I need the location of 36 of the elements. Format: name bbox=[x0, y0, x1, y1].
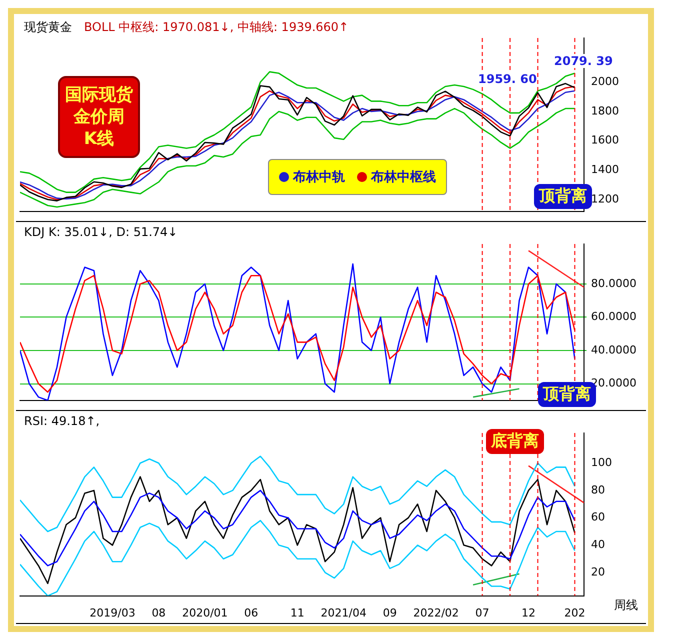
annotation: 顶背离 bbox=[534, 184, 592, 209]
y-tick-label: 20 bbox=[591, 565, 605, 578]
chart-subtitle: BOLL 中枢线: 1970.081↓, 中轴线: 1939.660↑ bbox=[84, 20, 349, 34]
y-tick-label: 100 bbox=[591, 456, 612, 469]
x-tick-label: 08 bbox=[152, 606, 166, 620]
x-tick-label: 06 bbox=[244, 606, 258, 620]
x-tick-label: 2021/04 bbox=[320, 606, 366, 620]
annotation: 2079. 39 bbox=[554, 54, 613, 68]
y-tick-label: 40.0000 bbox=[591, 343, 636, 356]
x-tick-label: 09 bbox=[382, 606, 397, 620]
x-tick-label: 202 bbox=[564, 606, 586, 620]
y-tick-label: 40 bbox=[591, 538, 605, 552]
y-tick-label: 1400 bbox=[591, 163, 619, 176]
chart-title: KDJ K: 35.01↓, D: 51.74↓ bbox=[24, 225, 178, 239]
legend-label: 布林中轨 bbox=[293, 169, 345, 186]
annotation: 底背离 bbox=[486, 429, 544, 454]
chart-title: RSI: 49.18↑, bbox=[24, 414, 100, 428]
y-tick-label: 1600 bbox=[591, 134, 619, 147]
y-tick-label: 60 bbox=[591, 510, 605, 524]
annotation: 国际现货金价周 K线 bbox=[58, 76, 140, 158]
y-tick-label: 60.0000 bbox=[591, 310, 636, 324]
legend-label: 布林中枢线 bbox=[371, 169, 436, 186]
x-tick-label: 2022/02 bbox=[413, 606, 459, 620]
x-tick-label: 07 bbox=[475, 606, 490, 620]
text: 周线 bbox=[614, 597, 638, 614]
x-tick-label: 12 bbox=[522, 606, 536, 620]
annotation: 1959. 60 bbox=[478, 72, 537, 86]
y-tick-label: 2000 bbox=[591, 74, 619, 88]
x-tick-label: 2019/03 bbox=[90, 606, 136, 620]
x-tick-label: 2020/01 bbox=[182, 606, 228, 620]
x-tick-label: 11 bbox=[290, 606, 304, 620]
y-tick-label: 1800 bbox=[591, 104, 619, 118]
y-tick-label: 1200 bbox=[591, 192, 619, 206]
y-tick-label: 80 bbox=[591, 483, 605, 496]
y-tick-label: 80.0000 bbox=[591, 276, 636, 290]
chart-title: 现货黄金 bbox=[24, 20, 72, 34]
